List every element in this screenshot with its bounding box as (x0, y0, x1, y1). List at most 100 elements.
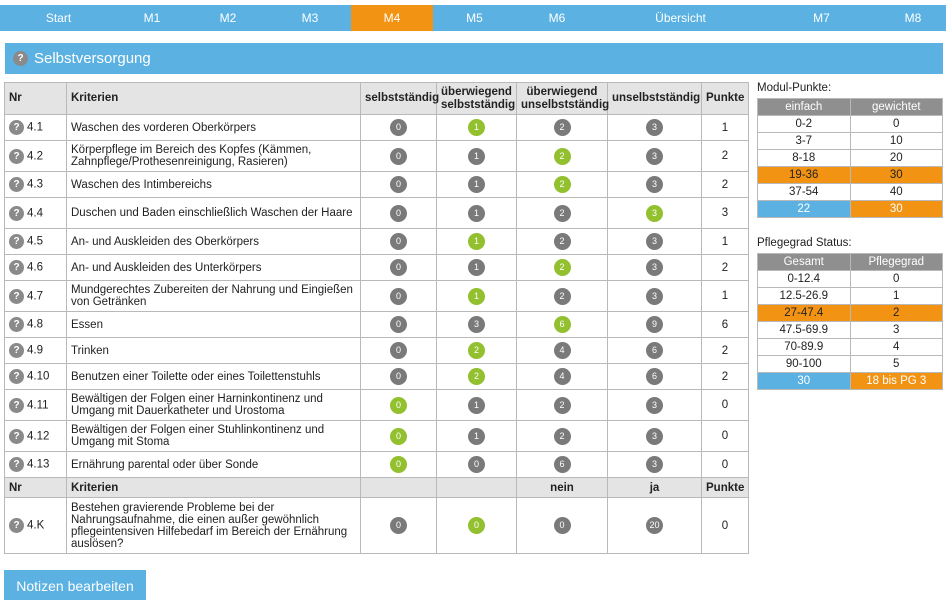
option-circle-selected[interactable]: 6 (553, 316, 571, 333)
option-circle-selected[interactable]: 0 (390, 396, 407, 414)
option-circle[interactable]: 1 (468, 147, 485, 165)
help-icon[interactable]: ? (9, 234, 24, 249)
option-circle[interactable]: 0 (390, 204, 407, 222)
option-circle[interactable]: 3 (646, 287, 663, 305)
header-nr: Nr (4, 82, 67, 115)
help-icon[interactable]: ? (9, 343, 24, 358)
option-circle-selected[interactable]: 2 (553, 147, 571, 165)
option-circle[interactable]: 0 (468, 456, 485, 473)
option-circle[interactable]: 3 (646, 259, 663, 276)
nav-item-m3[interactable]: M3 (301, 11, 319, 25)
help-icon[interactable]: ? (9, 317, 24, 332)
nav-item--bersicht[interactable]: Übersicht (655, 11, 706, 25)
modul_punkte-value: 10 (849, 132, 943, 150)
help-icon[interactable]: ? (9, 428, 24, 444)
option-circle[interactable]: 0 (390, 233, 407, 250)
option-circle[interactable]: 0 (390, 316, 407, 333)
option-circle-selected[interactable]: 1 (468, 287, 485, 305)
option-circle[interactable]: 0 (390, 368, 407, 385)
help-icon[interactable]: ? (9, 177, 24, 192)
option-cell: 0 (360, 197, 437, 229)
option-circle[interactable]: 6 (646, 342, 663, 359)
option-circle-selected[interactable]: 2 (553, 176, 571, 193)
option-circle[interactable]: 1 (468, 396, 485, 414)
help-icon[interactable]: ? (9, 518, 24, 533)
help-icon[interactable]: ? (9, 369, 24, 384)
option-circle[interactable]: 0 (390, 176, 407, 193)
help-icon[interactable]: ? (9, 288, 24, 304)
help-icon[interactable]: ? (9, 397, 24, 413)
option-circle[interactable]: 0 (390, 147, 407, 165)
option-circle[interactable]: 1 (468, 259, 485, 276)
option-circle[interactable]: 0 (390, 259, 407, 276)
option-circle[interactable]: 2 (553, 119, 571, 136)
option-circle-selected[interactable]: 2 (468, 368, 485, 385)
option-circle[interactable]: 4 (553, 342, 571, 359)
option-circle[interactable]: 9 (646, 316, 663, 333)
help-icon[interactable]: ? (9, 457, 24, 472)
nav-item-m2[interactable]: M2 (219, 11, 237, 25)
option-cell: 1 (436, 171, 517, 198)
option-circle[interactable]: 3 (646, 233, 663, 250)
row-nr: 4.12 (27, 430, 50, 443)
option-circle[interactable]: 3 (646, 119, 663, 136)
option-circle-selected[interactable]: 3 (646, 204, 663, 222)
option-circle[interactable]: 20 (646, 517, 663, 534)
nav-item-m5[interactable]: M5 (466, 11, 483, 25)
help-icon[interactable]: ? (13, 51, 28, 66)
option-circle[interactable]: 3 (646, 396, 663, 414)
help-icon[interactable]: ? (9, 120, 24, 135)
option-circle[interactable]: 0 (553, 517, 571, 534)
option-cell: 3 (607, 228, 702, 255)
option-circle[interactable]: 2 (553, 287, 571, 305)
option-circle[interactable]: 2 (553, 396, 571, 414)
option-circle[interactable]: 6 (646, 368, 663, 385)
option-circle[interactable]: 0 (390, 119, 407, 136)
option-circle[interactable]: 1 (468, 427, 485, 445)
nav-item-m8[interactable]: M8 (904, 11, 922, 25)
option-circle[interactable]: 0 (390, 517, 407, 534)
option-circle[interactable]: 3 (646, 427, 663, 445)
option-circle[interactable]: 2 (553, 233, 571, 250)
option-circle-selected[interactable]: 1 (468, 119, 485, 136)
option-circle[interactable]: 0 (390, 342, 407, 359)
option-circle[interactable]: 1 (468, 176, 485, 193)
pflegegrad-row: 90-100 5 (757, 355, 943, 373)
option-cell: 2 (516, 228, 608, 255)
option-circle-selected[interactable]: 2 (553, 259, 571, 276)
option-circle[interactable]: 3 (646, 176, 663, 193)
edit-notes-button[interactable]: Notizen bearbeiten (4, 570, 146, 600)
option-circle-selected[interactable]: 0 (390, 456, 407, 473)
table-row: ? 4.13 Ernährung parental oder über Sonde 0… (4, 451, 749, 478)
pflegegrad-range: 90-100 (757, 355, 851, 373)
row-nr: 4.1 (27, 121, 43, 134)
help-icon[interactable]: ? (9, 148, 24, 164)
nav-item-m4[interactable]: M4 (351, 5, 433, 31)
option-circle[interactable]: 3 (646, 456, 663, 473)
option-circle[interactable]: 1 (468, 204, 485, 222)
subheader-nein: nein (516, 477, 608, 498)
option-circle[interactable]: 2 (553, 204, 571, 222)
option-circle[interactable]: 4 (553, 368, 571, 385)
nav-item-m1[interactable]: M1 (143, 11, 161, 25)
subheader-kriterien: Kriterien (66, 477, 361, 498)
table-row: ? 4.3 Waschen des Intimbereichs 0 1 2 3 2 (4, 171, 749, 198)
option-circle[interactable]: 6 (553, 456, 571, 473)
option-cell: 2 (436, 363, 517, 390)
modul_punkte-range: 19-36 (757, 166, 851, 184)
option-circle[interactable]: 3 (646, 147, 663, 165)
option-circle[interactable]: 2 (553, 427, 571, 445)
help-icon[interactable]: ? (9, 205, 24, 221)
nav-item-m7[interactable]: M7 (813, 11, 830, 25)
nav-item-start[interactable]: Start (45, 11, 72, 25)
option-circle-selected[interactable]: 0 (468, 517, 485, 534)
nav-item-m6[interactable]: M6 (548, 11, 566, 25)
option-circle[interactable]: 3 (468, 316, 485, 333)
module-nav: Start M1 M2 M3 M4 M5 M6 Übersicht M7 M8 (0, 5, 946, 31)
option-cell: 3 (607, 197, 702, 229)
option-circle-selected[interactable]: 2 (468, 342, 485, 359)
option-circle-selected[interactable]: 0 (390, 427, 407, 445)
help-icon[interactable]: ? (9, 260, 24, 275)
option-circle[interactable]: 0 (390, 287, 407, 305)
option-circle-selected[interactable]: 1 (468, 233, 485, 250)
